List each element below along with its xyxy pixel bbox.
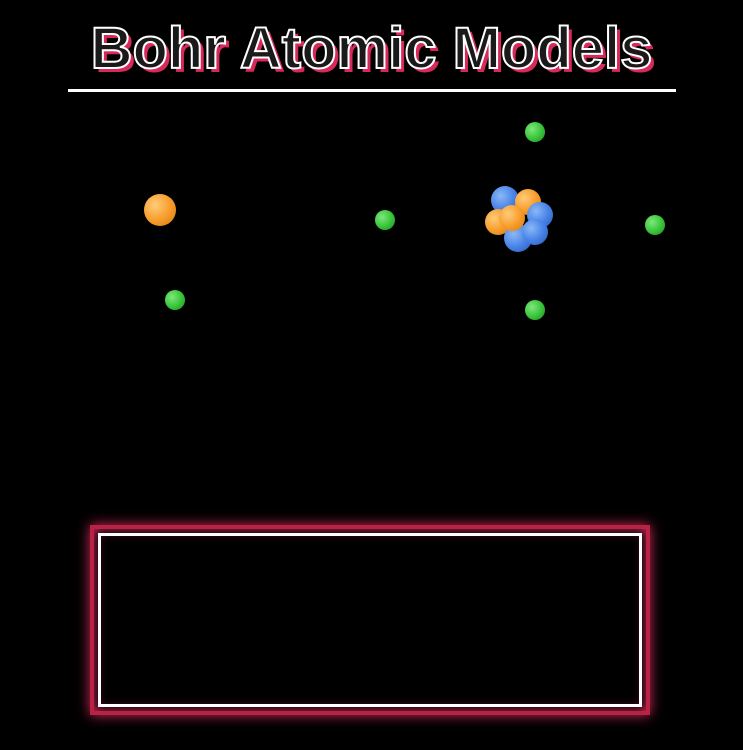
electron-particle xyxy=(645,215,665,235)
proton-particle xyxy=(144,194,176,226)
neutron-particle xyxy=(522,219,548,245)
legend-box-inner xyxy=(98,533,642,707)
proton-particle xyxy=(499,205,525,231)
legend-box xyxy=(90,525,650,715)
electron-particle xyxy=(525,300,545,320)
electron-particle xyxy=(525,122,545,142)
title-text: Bohr Atomic Models xyxy=(91,16,653,81)
electron-particle xyxy=(165,290,185,310)
title-underline xyxy=(67,88,677,93)
electron-particle xyxy=(375,210,395,230)
page-title: Bohr Atomic Models Bohr Atomic Models xyxy=(91,15,653,82)
